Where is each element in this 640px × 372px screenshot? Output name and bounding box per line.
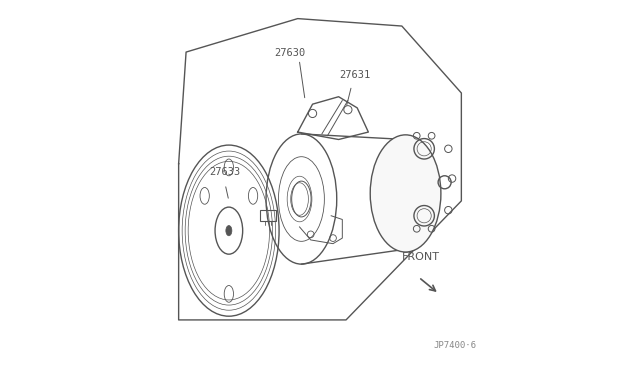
Text: FRONT: FRONT (402, 252, 440, 262)
Text: 27631: 27631 (340, 70, 371, 80)
Text: 27633: 27633 (209, 167, 241, 177)
Ellipse shape (370, 135, 441, 252)
Ellipse shape (226, 225, 232, 236)
Text: 27630: 27630 (275, 48, 305, 58)
Text: JP7400·6: JP7400·6 (433, 341, 476, 350)
